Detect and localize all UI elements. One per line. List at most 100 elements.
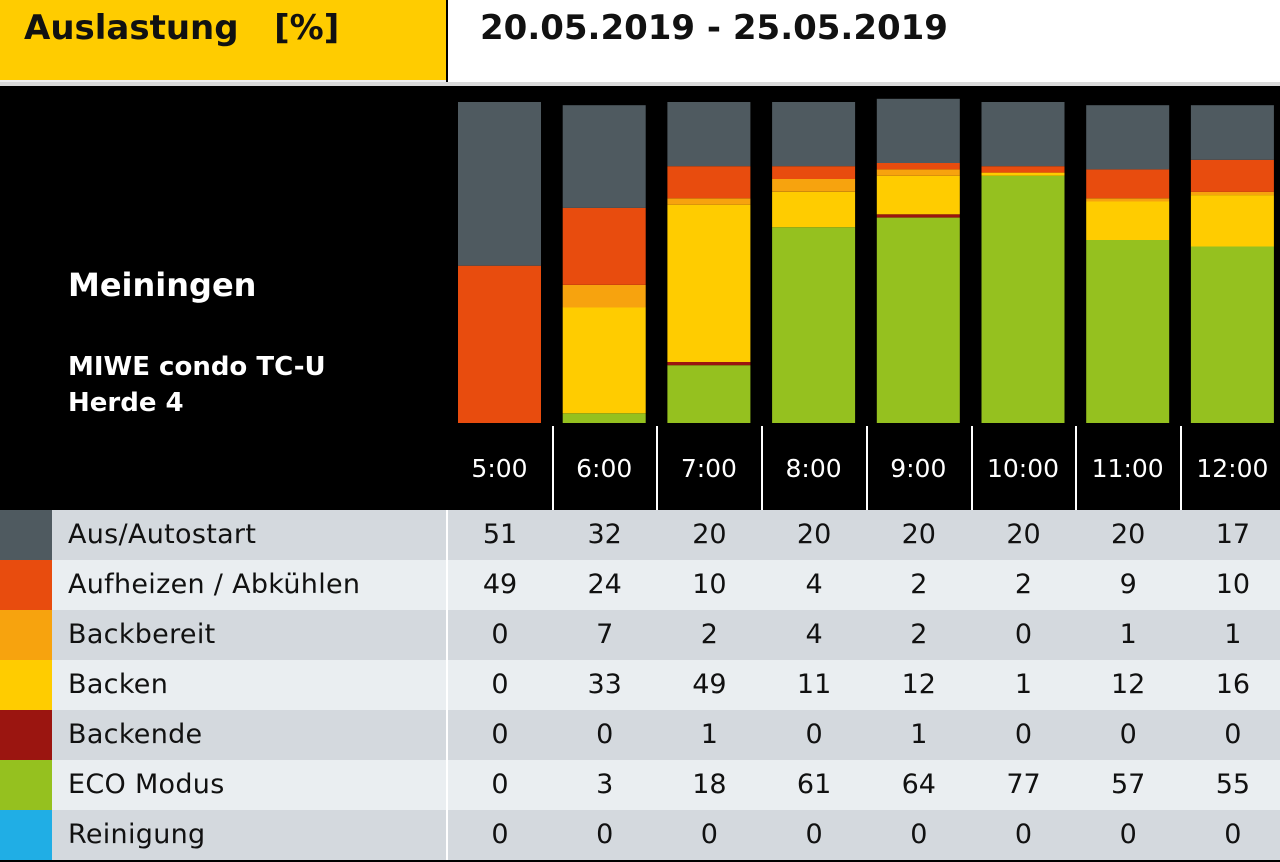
x-tick-label: 6:00: [576, 453, 633, 483]
legend-label: Aufheizen / Abkühlen: [68, 569, 361, 600]
table-cell: 10: [692, 569, 727, 600]
stacked-bar-chart: [458, 98, 1274, 423]
table-row: Reinigung 0 0 0 0 0 0 0 0: [0, 810, 1280, 860]
legend-label: Backbereit: [68, 619, 216, 650]
table-cell: 12: [1111, 669, 1146, 700]
legend-swatch: [0, 510, 52, 560]
bar-segment-aufheizen-abk-hlen-700: [667, 166, 751, 199]
table-cell: 0: [596, 819, 614, 850]
cell-divider: [446, 560, 448, 610]
table-cell: 0: [805, 819, 823, 850]
table-cell: 20: [692, 519, 727, 550]
x-tick-label: 7:00: [680, 453, 737, 483]
table-cell: 0: [491, 719, 509, 750]
bar-segment-backbereit-1100: [1086, 198, 1170, 202]
table-cell: 0: [1224, 719, 1242, 750]
column-divider: [656, 426, 659, 510]
device-label: MIWE condo TC-U: [68, 352, 326, 382]
bar-segment-aufheizen-abk-hlen-1200: [1190, 159, 1274, 192]
header-divider: [0, 82, 1280, 86]
bar-segment-backen-800: [772, 191, 856, 228]
bar-segment-backbereit-700: [667, 198, 751, 205]
bar-segment-eco-modus-1000: [981, 175, 1065, 423]
x-tick-label: 9:00: [890, 453, 947, 483]
bar-segment-backende-900: [876, 214, 960, 218]
title-bar: Auslastung [%]: [0, 0, 446, 82]
table-cell: 0: [910, 819, 928, 850]
bar-segment-aus-autostart-900: [876, 98, 960, 163]
table-cell: 11: [796, 669, 832, 700]
table-cell: 57: [1111, 769, 1146, 800]
table-cell: 0: [491, 619, 509, 650]
x-tick-label: 5:00: [471, 453, 528, 483]
table-cell: 0: [491, 669, 509, 700]
bar-segment-aus-autostart-1100: [1086, 105, 1170, 170]
table-cell: 20: [901, 519, 936, 550]
table-cell: 4: [805, 619, 823, 650]
column-divider: [761, 426, 764, 510]
bar-segment-eco-modus-700: [667, 365, 751, 423]
bar-segment-eco-modus-900: [876, 217, 960, 423]
table-cell: 9: [1119, 569, 1137, 600]
table-cell: 0: [596, 719, 614, 750]
cell-divider: [446, 510, 448, 560]
bar-segment-backen-900: [876, 175, 960, 215]
table-cell: 55: [1215, 769, 1251, 800]
device-sublabel: Herde 4: [68, 388, 184, 418]
table-cell: 0: [1224, 819, 1242, 850]
table-cell: 17: [1215, 519, 1251, 550]
bar-segment-eco-modus-800: [772, 227, 856, 423]
table-cell: 10: [1215, 569, 1251, 600]
table-cell: 32: [587, 519, 622, 550]
location-label: Meiningen: [68, 266, 257, 304]
table-cell: 49: [692, 669, 727, 700]
legend-swatch: [0, 610, 52, 660]
bar-segment-backbereit-800: [772, 179, 856, 192]
bar-segment-backbereit-900: [876, 169, 960, 176]
bar-segment-aus-autostart-600: [562, 105, 646, 208]
x-tick-label: 12:00: [1196, 453, 1269, 483]
legend-label: Backende: [68, 719, 203, 750]
table-cell: 0: [1119, 819, 1137, 850]
bar-segment-eco-modus-600: [562, 413, 646, 423]
table-cell: 2: [910, 619, 928, 650]
table-cell: 24: [587, 569, 622, 600]
bar-segment-aus-autostart-800: [772, 102, 856, 167]
table-cell: 1: [910, 719, 928, 750]
table-cell: 1: [1119, 619, 1137, 650]
table-cell: 77: [1006, 769, 1041, 800]
bar-segment-aufheizen-abk-hlen-1000: [981, 166, 1065, 173]
legend-swatch: [0, 810, 52, 860]
table-cell: 18: [692, 769, 727, 800]
column-divider: [551, 426, 554, 510]
table-cell: 16: [1215, 669, 1251, 700]
column-divider: [1179, 426, 1182, 510]
table-cell: 0: [1119, 719, 1137, 750]
bar-segment-backen-1000: [981, 172, 1065, 176]
table-row: Backen 0 33 49 11 12 1 12 16: [0, 660, 1280, 710]
table-row: ECO Modus 0 3 18 61 64 77 57 55: [0, 760, 1280, 810]
table-cell: 12: [901, 669, 936, 700]
table-cell: 0: [1014, 819, 1033, 850]
legend-label: ECO Modus: [68, 769, 225, 800]
column-divider: [970, 426, 973, 510]
cell-divider: [446, 760, 448, 810]
table-row: Backbereit 0 7 2 4 2 0 1 1: [0, 610, 1280, 660]
table-cell: 51: [482, 519, 518, 550]
bar-segment-backbereit-600: [562, 285, 646, 308]
bar-segment-aufheizen-abk-hlen-500: [458, 265, 541, 423]
table-cell: 7: [596, 619, 614, 650]
bar-segment-backbereit-1200: [1190, 191, 1274, 196]
table-cell: 0: [491, 819, 509, 850]
table-cell: 20: [796, 519, 832, 550]
legend-swatch: [0, 560, 52, 610]
chart-title: Auslastung [%]: [24, 8, 340, 48]
legend-swatch: [0, 760, 52, 810]
bar-segment-aus-autostart-700: [667, 102, 751, 167]
bar-segment-backen-1100: [1086, 201, 1170, 240]
cell-divider: [446, 810, 448, 860]
table-cell: 0: [805, 719, 823, 750]
table-cell: 2: [1014, 569, 1033, 600]
legend-label: Aus/Autostart: [68, 519, 257, 550]
legend-swatch: [0, 660, 52, 710]
